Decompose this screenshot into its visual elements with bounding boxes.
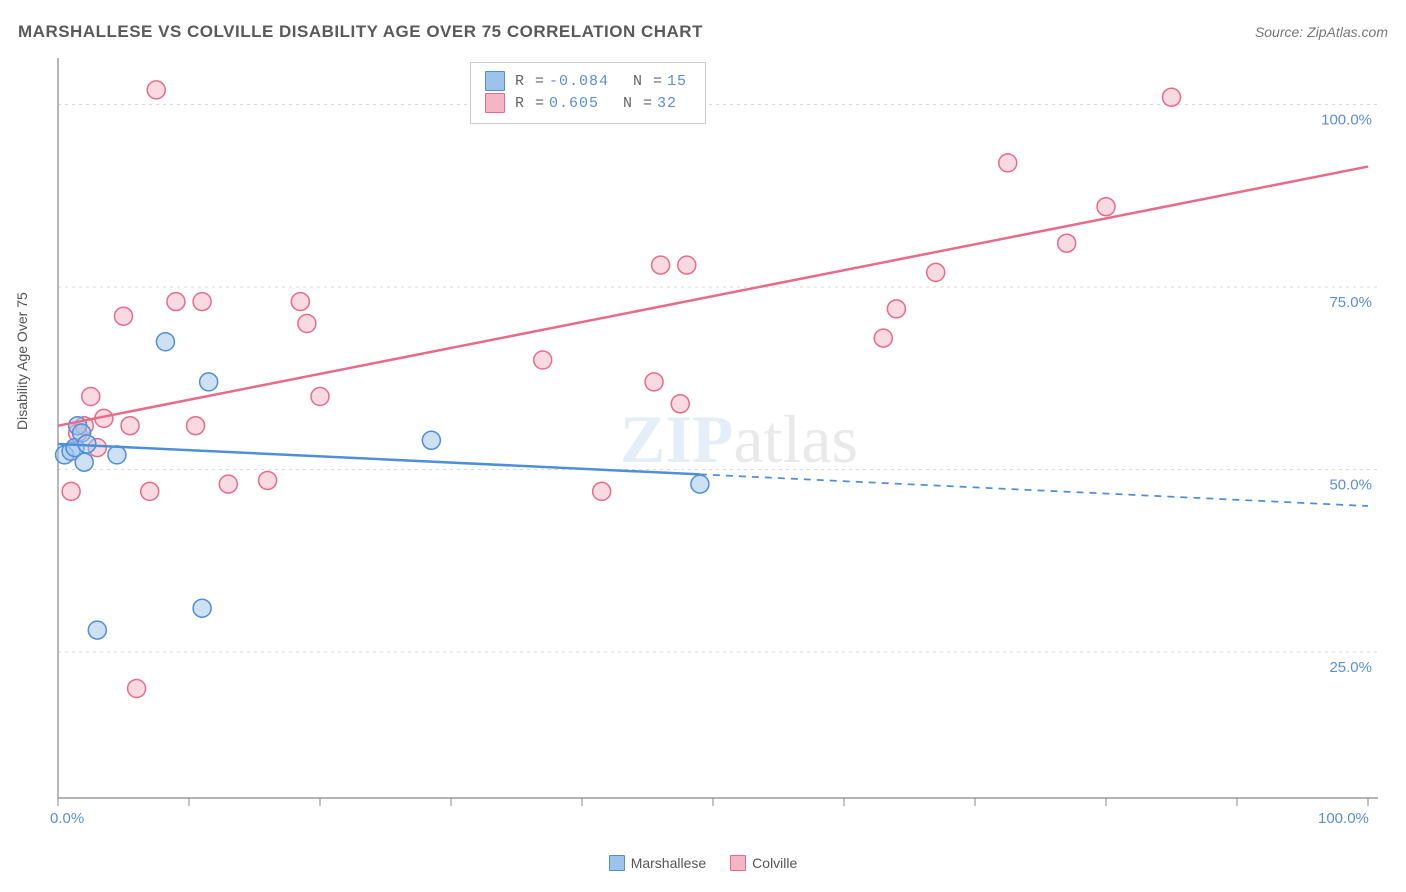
x-axis-tick-label: 100.0% <box>1318 810 1369 827</box>
stat-label: N = <box>603 95 653 112</box>
bottom-legend: Marshallese Colville <box>0 855 1406 874</box>
stat-r-value: -0.084 <box>545 73 613 90</box>
y-axis-tick-label: 100.0% <box>1321 112 1372 129</box>
correlation-scatter-chart: 25.0% 50.0% 75.0% 100.0% <box>48 58 1378 818</box>
legend-label: Colville <box>752 855 797 871</box>
x-axis-tick-label: 0.0% <box>50 810 84 827</box>
chart-title: MARSHALLESE VS COLVILLE DISABILITY AGE O… <box>18 22 703 42</box>
stat-label: N = <box>613 73 663 90</box>
y-axis-label: Disability Age Over 75 <box>14 292 30 430</box>
legend-item: Marshallese <box>609 855 706 871</box>
marshallese-swatch-icon <box>485 71 505 91</box>
stat-n-value: 15 <box>663 73 691 90</box>
y-axis-tick-label: 25.0% <box>1329 659 1372 676</box>
colville-swatch-icon <box>485 93 505 113</box>
correlation-stats-box: R = -0.084 N = 15 R = 0.605 N = 32 <box>470 62 706 124</box>
legend-swatch-icon <box>730 855 746 871</box>
y-axis-tick-label: 75.0% <box>1329 294 1372 311</box>
legend-swatch-icon <box>609 855 625 871</box>
stat-label: R = <box>515 95 545 112</box>
y-axis-tick-label: 50.0% <box>1329 477 1372 494</box>
stat-label: R = <box>515 73 545 90</box>
stats-row-marshallese: R = -0.084 N = 15 <box>485 71 691 91</box>
stat-r-value: 0.605 <box>545 95 603 112</box>
source-label: Source: ZipAtlas.com <box>1255 24 1388 40</box>
legend-label: Marshallese <box>631 855 706 871</box>
stats-row-colville: R = 0.605 N = 32 <box>485 93 691 113</box>
stat-n-value: 32 <box>653 95 681 112</box>
legend-item: Colville <box>730 855 797 871</box>
